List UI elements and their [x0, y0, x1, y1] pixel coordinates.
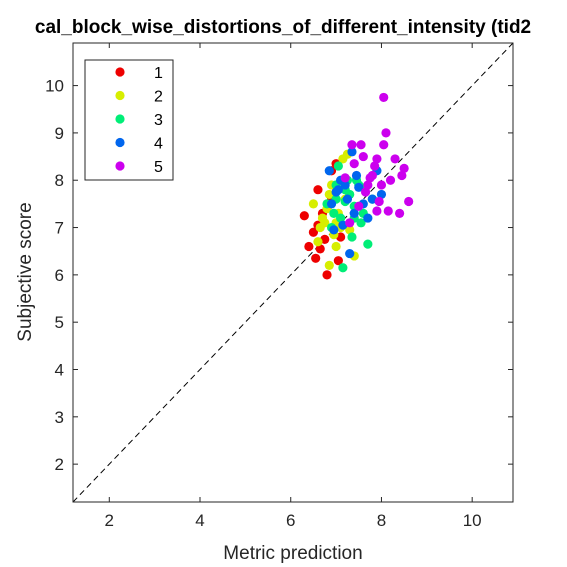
legend-marker: [115, 161, 125, 171]
legend-marker: [115, 67, 125, 77]
data-point: [324, 260, 334, 271]
legend-label: 4: [154, 136, 163, 153]
legend-label: 2: [154, 89, 163, 106]
data-point: [358, 151, 368, 162]
data-point: [372, 206, 382, 216]
y-tick-label: 2: [55, 455, 64, 474]
data-point: [347, 232, 357, 242]
data-point: [363, 180, 373, 190]
data-point: [376, 180, 387, 190]
identity-reference-line: [72, 42, 514, 503]
data-points: [299, 92, 414, 280]
data-point: [333, 185, 343, 195]
x-axis-ticks: 2 4 6 8 10: [105, 43, 482, 530]
data-point: [360, 187, 371, 197]
y-tick-label: 8: [55, 171, 64, 190]
data-point: [363, 213, 373, 223]
y-axis-label: Subjective score: [15, 202, 36, 341]
y-tick-label: 6: [55, 266, 64, 285]
data-point: [308, 227, 319, 237]
data-point: [315, 222, 325, 233]
legend-label: 5: [154, 159, 163, 176]
chart-title: cal_block_wise_distortions_of_different_…: [35, 17, 531, 38]
x-tick-label: 10: [463, 511, 482, 530]
data-point: [374, 196, 384, 207]
data-point: [394, 208, 405, 218]
data-point: [363, 239, 373, 249]
data-point: [354, 182, 364, 192]
data-point: [351, 170, 362, 181]
legend-label: 3: [154, 112, 163, 129]
data-point: [376, 189, 387, 200]
y-tick-label: 9: [55, 124, 64, 143]
data-point: [379, 92, 389, 103]
legend-label: 1: [154, 65, 163, 82]
x-axis-label: Metric prediction: [223, 543, 362, 564]
x-tick-label: 4: [195, 511, 204, 530]
data-point: [340, 180, 350, 190]
data-point: [385, 175, 396, 185]
legend-box: [84, 59, 174, 181]
data-point: [313, 237, 323, 247]
data-point: [356, 140, 366, 150]
y-tick-label: 4: [55, 361, 64, 380]
data-point: [349, 208, 359, 218]
data-point: [404, 196, 414, 207]
data-point: [356, 218, 366, 228]
data-point: [345, 248, 355, 259]
data-point: [326, 199, 337, 209]
data-point: [370, 161, 380, 171]
data-point: [333, 256, 343, 266]
y-tick-label: 10: [45, 77, 64, 96]
data-point: [324, 166, 334, 176]
y-axis-ticks: 2 3 4 5 6 7 8 9 10: [45, 77, 513, 474]
data-point: [347, 147, 357, 157]
data-point: [315, 244, 325, 254]
data-point: [383, 206, 393, 216]
data-point: [390, 154, 400, 164]
data-point: [399, 163, 409, 173]
legend-marker: [115, 90, 125, 101]
x-tick-label: 2: [105, 511, 114, 530]
y-tick-label: 5: [55, 313, 64, 332]
data-point: [304, 241, 314, 252]
data-point: [354, 201, 364, 211]
data-point: [313, 185, 323, 195]
data-point: [329, 208, 339, 218]
data-point: [340, 173, 350, 183]
data-point: [381, 128, 391, 138]
data-point: [379, 140, 389, 150]
data-point: [336, 213, 346, 223]
legend-marker: [115, 114, 125, 124]
data-point: [365, 173, 375, 183]
data-point: [397, 170, 407, 181]
data-point: [347, 140, 357, 150]
data-point: [342, 194, 353, 204]
data-point: [311, 253, 321, 263]
y-tick-label: 3: [55, 408, 64, 427]
data-point: [331, 241, 341, 252]
data-point: [322, 270, 332, 280]
data-point: [338, 263, 348, 273]
data-point: [333, 161, 343, 171]
data-point: [349, 159, 359, 169]
legend-marker: [115, 137, 125, 148]
series-5: [340, 92, 414, 228]
x-tick-label: 6: [286, 511, 295, 530]
x-tick-label: 8: [377, 511, 386, 530]
y-tick-label: 7: [55, 219, 64, 238]
data-point: [372, 154, 382, 164]
plot-frame: [72, 42, 514, 503]
data-point: [299, 211, 309, 221]
data-point: [308, 199, 319, 209]
series-4: [324, 147, 387, 259]
legend: 1 2 3 4 5: [84, 59, 174, 181]
data-point: [345, 225, 355, 235]
data-point: [345, 218, 355, 228]
data-point: [329, 225, 339, 235]
